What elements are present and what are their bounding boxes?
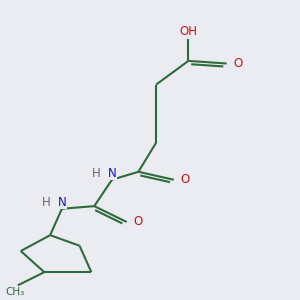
Text: O: O [181,173,190,186]
Text: N: N [108,167,117,180]
Text: H: H [92,167,100,180]
Text: N: N [58,196,67,209]
Text: H: H [41,196,50,209]
Text: O: O [134,215,143,229]
Text: CH₃: CH₃ [5,287,25,297]
Text: O: O [234,57,243,70]
Text: OH: OH [179,25,197,38]
